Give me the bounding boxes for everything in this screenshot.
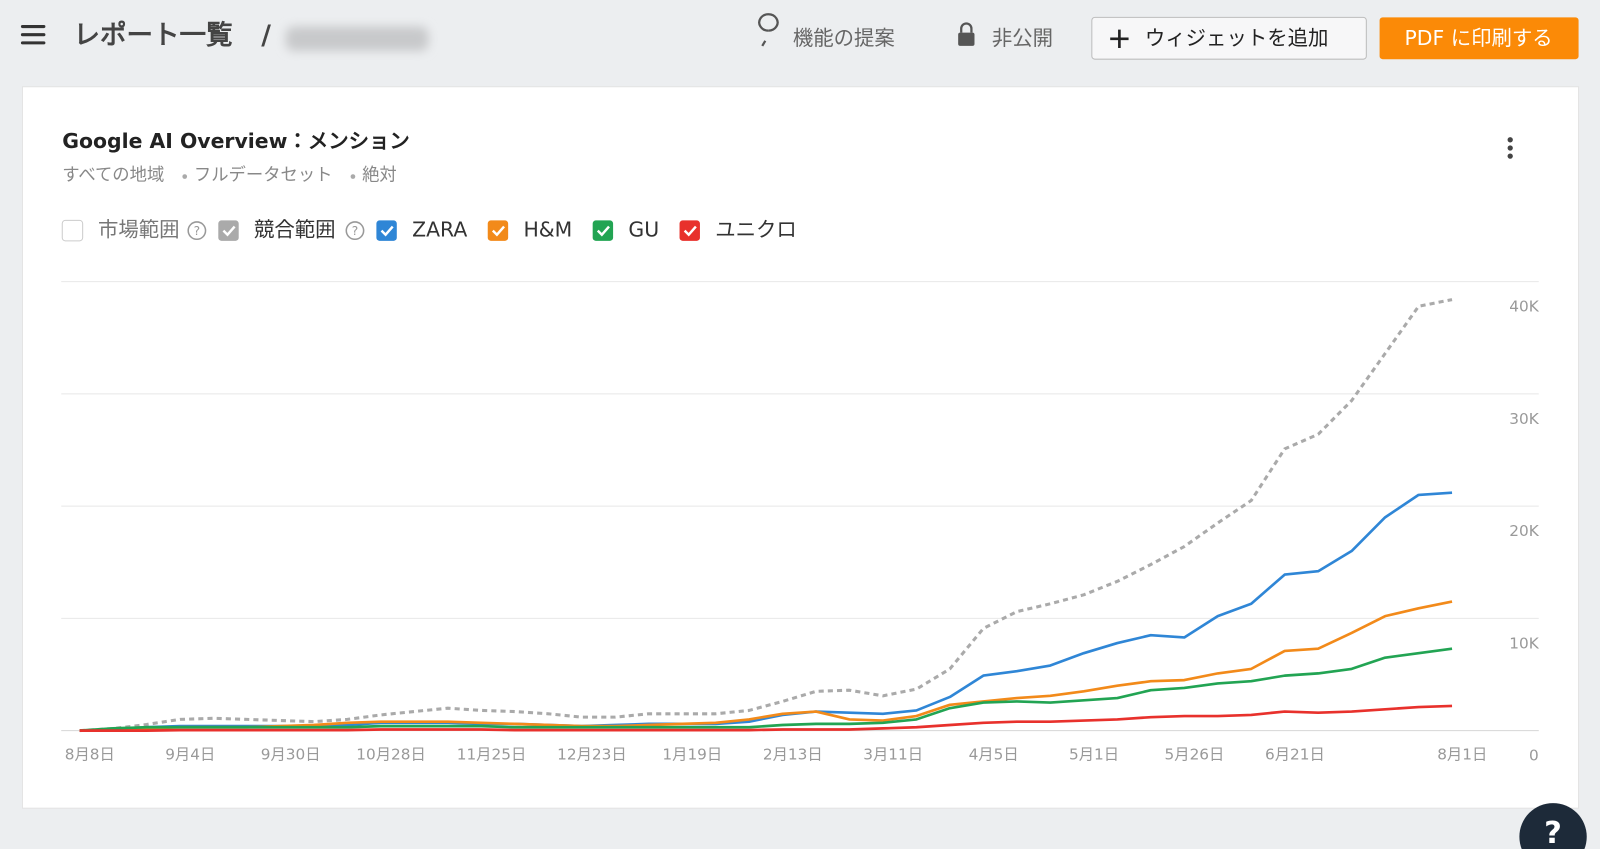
x-tick-label: 12月23日: [557, 746, 627, 764]
checkbox-box[interactable]: [679, 220, 700, 241]
y-tick-label: 20K: [1509, 522, 1539, 540]
y-tick-label: 30K: [1509, 410, 1539, 428]
visibility-toggle[interactable]: 非公開: [958, 22, 1053, 50]
help-icon-circle: [187, 221, 207, 241]
help-text[interactable]: ?: [1544, 816, 1562, 849]
subtitle-dot: [182, 174, 188, 179]
visibility-text[interactable]: 非公開: [992, 26, 1053, 50]
checkbox-box[interactable]: [218, 220, 239, 241]
x-tick-label: 11月25日: [457, 746, 527, 764]
y-tick-label: 0: [1529, 747, 1539, 765]
legend-checkbox[interactable]: [218, 220, 239, 241]
lock-body: [958, 32, 975, 46]
checkbox-tick: [596, 225, 610, 237]
widget-card: [21, 86, 1580, 809]
checkbox-box[interactable]: [61, 219, 84, 242]
print-pdf-box[interactable]: [1379, 17, 1579, 60]
help-icon[interactable]: ?: [345, 221, 365, 241]
add-widget-text[interactable]: ウィジェットを追加: [1145, 26, 1329, 50]
x-tick-label: 8月8日: [65, 746, 115, 764]
legend-checkbox[interactable]: [487, 220, 509, 241]
x-tick-label: 5月26日: [1165, 746, 1225, 764]
legend-checkbox[interactable]: [592, 220, 614, 241]
checkbox-box[interactable]: [376, 220, 397, 241]
legend-label: GU: [628, 218, 659, 242]
suggest-link[interactable]: 機能の提案: [758, 13, 895, 50]
x-tick-label: 10月28日: [356, 746, 426, 764]
legend-label: ZARA: [412, 218, 467, 242]
x-tick-label: 5月1日: [1069, 746, 1119, 764]
checkbox-tick: [491, 225, 505, 237]
print-pdf-button[interactable]: PDF に印刷する: [1379, 17, 1579, 60]
widget-menu[interactable]: [1507, 137, 1513, 159]
series-line: [79, 704, 1453, 732]
y-tick-label: 10K: [1509, 634, 1539, 652]
checkbox-tick: [380, 225, 394, 237]
x-tick-label: 9月30日: [261, 746, 321, 764]
breadcrumb[interactable]: レポート一覧: [73, 20, 232, 51]
legend: 市場範囲? 競合範囲? ZARA H&M GU ユニクロ: [61, 218, 797, 242]
chat-icon: [758, 13, 779, 47]
legend-label: 市場範囲: [98, 218, 180, 242]
add-widget-button[interactable]: ウィジェットを追加: [1091, 16, 1367, 60]
series-line: [79, 600, 1453, 732]
help-icon-text: ?: [194, 224, 200, 238]
x-tick-label: 2月13日: [763, 746, 823, 764]
menu-button[interactable]: [20, 25, 46, 45]
subtitle-item: フルデータセット: [194, 165, 333, 186]
checkbox-box[interactable]: [592, 220, 614, 241]
help-circle[interactable]: [1519, 803, 1587, 849]
legend-label: H&M: [523, 218, 572, 242]
widget-subtitle: すべての地域 フルデータセット 絶対: [62, 165, 397, 186]
checkbox-tick: [222, 225, 236, 237]
breadcrumb-separator: /: [261, 20, 271, 51]
help-icon-text: ?: [352, 224, 359, 238]
suggest-text[interactable]: 機能の提案: [793, 26, 895, 50]
print-pdf-text[interactable]: PDF に印刷する: [1404, 26, 1552, 50]
help-icon[interactable]: ?: [187, 221, 207, 241]
plot-area: 0 10K 20K 30K 40K 8月8日 9月4日 9月30日 10月28日 11月25日 12…: [61, 281, 1540, 765]
x-tick-label: 3月11日: [863, 746, 923, 764]
lock-shackle: [960, 22, 973, 33]
series-line: [79, 647, 1453, 732]
subtitle-dot: [350, 174, 356, 179]
legend-checkbox[interactable]: [376, 220, 397, 241]
subtitle-item: 絶対: [362, 166, 397, 186]
x-tick-label: 1月19日: [662, 746, 722, 764]
help-icon-circle: [345, 221, 365, 241]
help-widget[interactable]: ?: [1519, 803, 1587, 849]
checkbox-tick: [683, 225, 697, 237]
legend-label: 競合範囲: [254, 218, 336, 242]
add-widget-box[interactable]: [1091, 16, 1367, 60]
y-tick-label: 40K: [1509, 298, 1539, 316]
blurred-report-name: [285, 26, 429, 52]
legend-label: ユニクロ: [715, 218, 797, 242]
legend-checkbox[interactable]: [679, 220, 700, 241]
x-tick-label: 8月1日: [1437, 746, 1487, 764]
x-tick-label: 6月21日: [1265, 746, 1325, 764]
widget-title: Google AI Overview：メンション: [62, 129, 410, 153]
x-tick-label: 9月4日: [165, 746, 215, 764]
series-line: [79, 298, 1453, 733]
subtitle-item: すべての地域: [62, 166, 164, 186]
plus-icon: [1110, 29, 1129, 48]
checkbox-box[interactable]: [487, 220, 509, 241]
x-tick-label: 4月5日: [969, 746, 1019, 764]
